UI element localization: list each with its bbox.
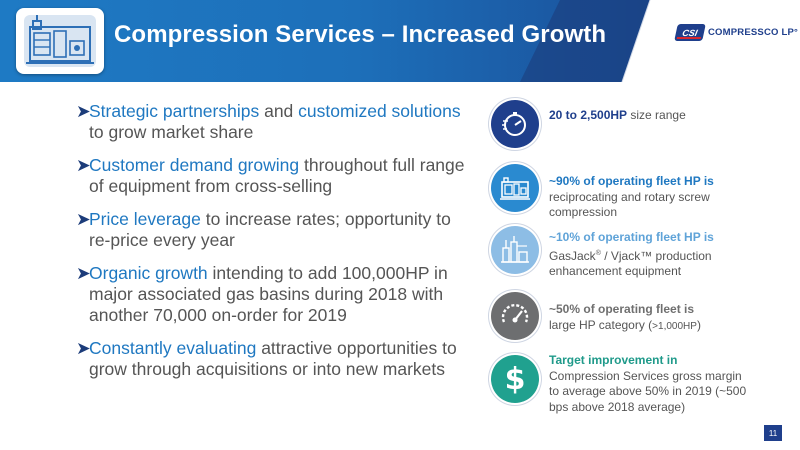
- feature-text: 20 to 2,500HP size range: [549, 108, 686, 122]
- logo-badge: CSI: [674, 23, 706, 41]
- bullet-list: ➤ Strategic partnerships and customized …: [76, 101, 476, 380]
- header-band: [0, 0, 800, 82]
- stopwatch-icon: [491, 100, 539, 148]
- header-icon-box: [16, 8, 104, 74]
- bullet-item: ➤ Organic growth intending to add 100,00…: [76, 263, 448, 325]
- company-logo: CSI COMPRESSCO LP°: [674, 22, 798, 42]
- compressor-unit-icon: [491, 164, 539, 212]
- logo-text: COMPRESSCO LP°: [708, 26, 798, 38]
- feature-text: ~50% of operating fleet is large HP cate…: [549, 302, 701, 332]
- production-facility-icon: [491, 226, 539, 274]
- feature-text: Target improvement in Compression Servic…: [549, 353, 747, 414]
- arrow-bullet-icon: ➤: [76, 155, 91, 175]
- bullet-item: ➤ Customer demand growing throughout ful…: [76, 155, 465, 196]
- page-title: Compression Services – Increased Growth: [114, 21, 607, 48]
- header-background: [0, 0, 800, 82]
- bullet-item: ➤ Strategic partnerships and customized …: [76, 101, 461, 142]
- arrow-bullet-icon: ➤: [76, 101, 91, 121]
- feature-text: ~90% of operating fleet HP is reciprocat…: [549, 174, 714, 219]
- dollar-sign-icon: $: [491, 355, 539, 403]
- page-number: 11: [764, 425, 782, 441]
- arrow-bullet-icon: ➤: [76, 209, 91, 229]
- compressor-package-icon: [24, 15, 96, 67]
- bullet-item: ➤ Constantly evaluating attractive oppor…: [76, 338, 457, 379]
- feature-text: ~10% of operating fleet HP is GasJack® /…: [549, 230, 714, 278]
- arrow-bullet-icon: ➤: [76, 338, 91, 358]
- bullet-item: ➤ Price leverage to increase rates; oppo…: [76, 209, 451, 250]
- arrow-bullet-icon: ➤: [76, 263, 91, 283]
- gauge-icon: [491, 292, 539, 340]
